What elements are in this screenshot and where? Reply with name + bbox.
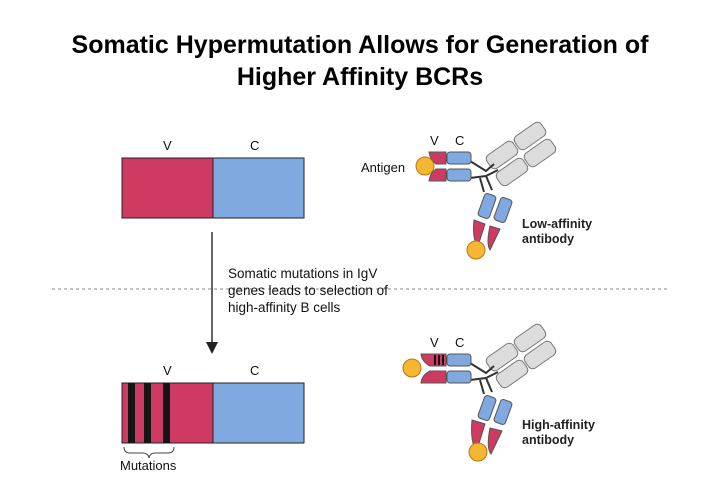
gene-top-c-label: C <box>250 138 260 153</box>
antibody-bottom-c-label: C <box>455 335 465 350</box>
description-line1: Somatic mutations in IgV <box>228 266 378 281</box>
gene-bottom-c-label: C <box>250 363 260 378</box>
antibody-top-c-label: C <box>455 133 465 148</box>
gene-bottom-v-label: V <box>163 363 172 378</box>
antibody-bottom <box>402 323 557 462</box>
gene-top-v-region <box>121 157 214 219</box>
description-line3: high-affinity B cells <box>228 300 341 315</box>
antibody-top <box>415 121 557 260</box>
mutations-label: Mutations <box>120 458 177 473</box>
mutation-band <box>128 383 135 443</box>
mutations-brace <box>123 446 175 459</box>
description-line2: genes leads to selection of <box>228 283 388 298</box>
antibody-bottom-name: High-affinity antibody <box>522 418 595 447</box>
antibody-top-name: Low-affinity antibody <box>522 217 593 246</box>
gene-top-v-label: V <box>163 138 172 153</box>
antigen-label: Antigen <box>361 160 406 175</box>
antibody-bottom-v-label: V <box>430 335 439 350</box>
page-title-line1: Somatic Hypermutation Allows for Generat… <box>71 31 649 59</box>
mutation-band <box>163 383 170 443</box>
process-description: Somatic mutations in IgV genes leads to … <box>228 265 388 316</box>
mutation-band <box>144 383 151 443</box>
process-arrow-head <box>206 342 218 354</box>
antibody-top-v-label: V <box>430 133 439 148</box>
gene-bottom-c-region <box>212 382 305 444</box>
page-title-line2: Higher Affinity BCRs <box>236 63 484 91</box>
gene-top-c-region <box>212 157 305 219</box>
